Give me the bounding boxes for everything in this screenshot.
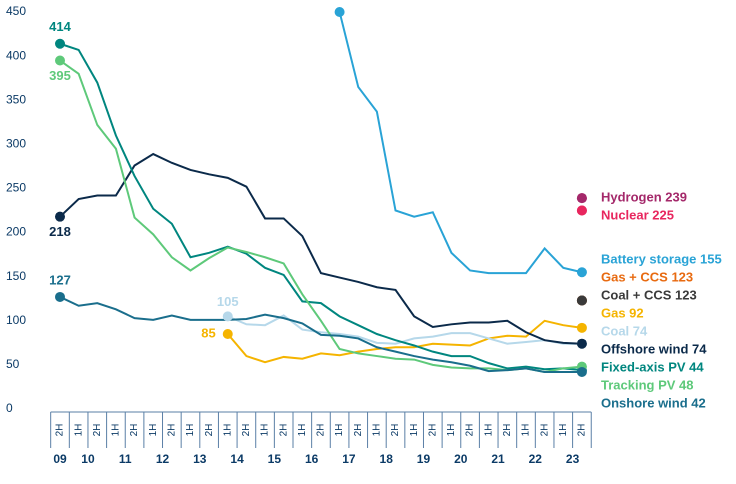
x-tick-label: 2H xyxy=(55,424,66,437)
end-label: Battery storage 155 xyxy=(601,251,722,266)
point xyxy=(576,366,587,377)
series-line xyxy=(226,319,583,364)
year-label: 12 xyxy=(156,452,170,466)
y-tick-label: 0 xyxy=(6,401,13,415)
point xyxy=(55,291,65,302)
x-tick-label: 2H xyxy=(390,424,401,437)
point xyxy=(222,329,233,340)
x-tick-label: 2H xyxy=(427,424,438,437)
end-label: Nuclear 225 xyxy=(601,208,674,223)
start-label: 127 xyxy=(49,272,71,287)
y-tick-label: 100 xyxy=(6,313,26,327)
x-tick-label: 1H xyxy=(521,424,532,437)
start-label: 105 xyxy=(217,294,239,309)
end-label: Offshore wind 74 xyxy=(601,341,707,356)
end-label: Fixed-axis PV 44 xyxy=(601,359,704,374)
x-tick-label: 2H xyxy=(92,424,103,437)
x-tick-label: 2H xyxy=(204,424,215,437)
start-label: 414 xyxy=(49,19,71,34)
year-label: 10 xyxy=(81,452,95,466)
point xyxy=(576,338,587,349)
x-tick-label: 2H xyxy=(465,424,476,437)
year-label: 15 xyxy=(268,452,282,466)
year-label: 23 xyxy=(566,452,580,466)
x-tick-label: 1H xyxy=(111,424,122,437)
x-tick-label: 1H xyxy=(372,424,383,437)
point xyxy=(55,38,65,49)
y-tick-label: 50 xyxy=(6,357,20,371)
year-label: 17 xyxy=(342,452,356,466)
x-tick-label: 1H xyxy=(222,424,233,437)
x-tick-label: 1H xyxy=(297,424,308,437)
series-line xyxy=(227,314,582,345)
end-label: Coal 74 xyxy=(601,323,648,338)
x-tick-label: 1H xyxy=(185,424,196,437)
year-label: 18 xyxy=(380,452,394,466)
series-line xyxy=(59,42,583,372)
y-tick-label: 450 xyxy=(6,4,26,18)
point xyxy=(576,322,587,333)
x-tick-label: 2H xyxy=(166,424,177,437)
start-label: 85 xyxy=(201,325,215,340)
year-label: 13 xyxy=(193,452,207,466)
series-line xyxy=(59,296,582,373)
end-label: Hydrogen 239 xyxy=(601,190,687,205)
point xyxy=(334,7,345,17)
series-line xyxy=(59,59,583,373)
x-tick-label: 2H xyxy=(539,424,550,437)
year-label: 14 xyxy=(230,452,244,466)
y-tick-label: 350 xyxy=(6,92,26,106)
x-tick-label: 1H xyxy=(73,424,84,437)
x-tick-label: 2H xyxy=(353,424,364,437)
start-label: 218 xyxy=(49,224,71,239)
y-tick-label: 400 xyxy=(6,48,26,62)
point xyxy=(576,267,587,278)
x-tick-label: 1H xyxy=(446,424,457,437)
series-line xyxy=(338,11,583,275)
year-label: 22 xyxy=(529,452,543,466)
y-tick-label: 300 xyxy=(6,137,26,151)
year-label: 16 xyxy=(305,452,319,466)
series-line xyxy=(59,152,582,345)
x-tick-label: 1H xyxy=(409,424,420,437)
year-label: 21 xyxy=(491,452,505,466)
year-label: 11 xyxy=(119,452,132,466)
y-tick-label: 250 xyxy=(6,181,26,195)
point xyxy=(55,211,65,222)
y-tick-label: 200 xyxy=(6,225,26,239)
x-tick-label: 2H xyxy=(278,424,289,437)
end-label: Gas + CCS 123 xyxy=(601,269,693,284)
x-tick-label: 1H xyxy=(334,424,345,437)
point xyxy=(222,311,233,322)
year-label: 20 xyxy=(454,452,468,466)
end-label: Gas 92 xyxy=(601,305,644,320)
x-tick-label: 2H xyxy=(502,424,513,437)
end-label: Onshore wind 42 xyxy=(601,395,706,410)
start-label: 395 xyxy=(49,68,71,83)
end-label: Tracking PV 48 xyxy=(601,377,694,392)
x-tick-label: 1H xyxy=(260,424,271,437)
x-tick-label: 2H xyxy=(577,424,588,437)
x-tick-label: 2H xyxy=(241,424,252,437)
x-tick-label: 1H xyxy=(558,424,569,437)
point xyxy=(576,295,587,306)
x-tick-label: 2H xyxy=(316,424,327,437)
point xyxy=(576,205,587,216)
end-label: Coal + CCS 123 xyxy=(601,287,697,302)
x-tick-label: 1H xyxy=(483,424,494,437)
x-tick-label: 2H xyxy=(129,424,140,437)
point xyxy=(55,55,65,66)
year-label: 09 xyxy=(53,452,67,466)
year-label: 19 xyxy=(417,452,431,466)
x-tick-label: 1H xyxy=(148,424,159,437)
point xyxy=(576,193,587,204)
y-tick-label: 150 xyxy=(6,269,26,283)
